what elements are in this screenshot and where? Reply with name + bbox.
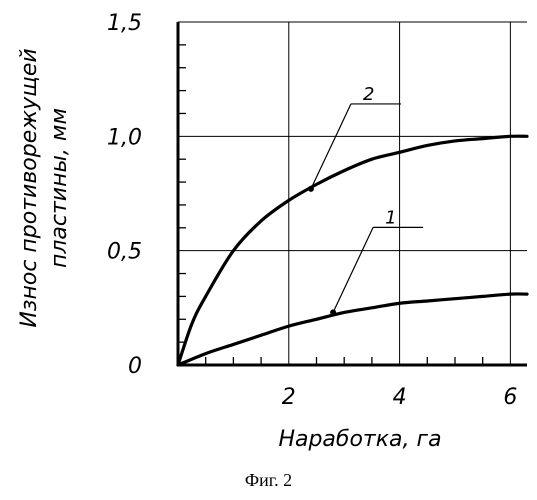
axes bbox=[178, 22, 527, 365]
label-leader-line-1 bbox=[333, 227, 373, 312]
series-label-2: 2 bbox=[363, 84, 374, 105]
series-label-1: 1 bbox=[385, 207, 396, 228]
y-tick-label-1: 0,5 bbox=[107, 240, 142, 265]
grid-lines bbox=[178, 22, 527, 365]
figure-caption: Фиг. 2 bbox=[0, 470, 537, 491]
y-axis-title-line-2: пластины, мм bbox=[47, 108, 72, 268]
y-axis-title-line-1: Износ противорежущей bbox=[17, 48, 42, 327]
y-tick-label-2: 1,0 bbox=[107, 125, 142, 150]
x-axis-title: Наработка, га bbox=[278, 427, 441, 452]
x-tick-label-1: 2 bbox=[282, 385, 296, 410]
y-tick-label-3: 1,5 bbox=[107, 11, 142, 36]
series-line-1 bbox=[178, 294, 527, 365]
tick-labels: 0 0,5 1,0 1,5 2 4 6 bbox=[107, 11, 517, 410]
curve-label-leaders: 12 bbox=[308, 84, 423, 315]
x-tick-label-2: 4 bbox=[393, 385, 407, 410]
x-tick-label-3: 6 bbox=[503, 385, 517, 410]
y-tick-label-0: 0 bbox=[128, 354, 142, 379]
